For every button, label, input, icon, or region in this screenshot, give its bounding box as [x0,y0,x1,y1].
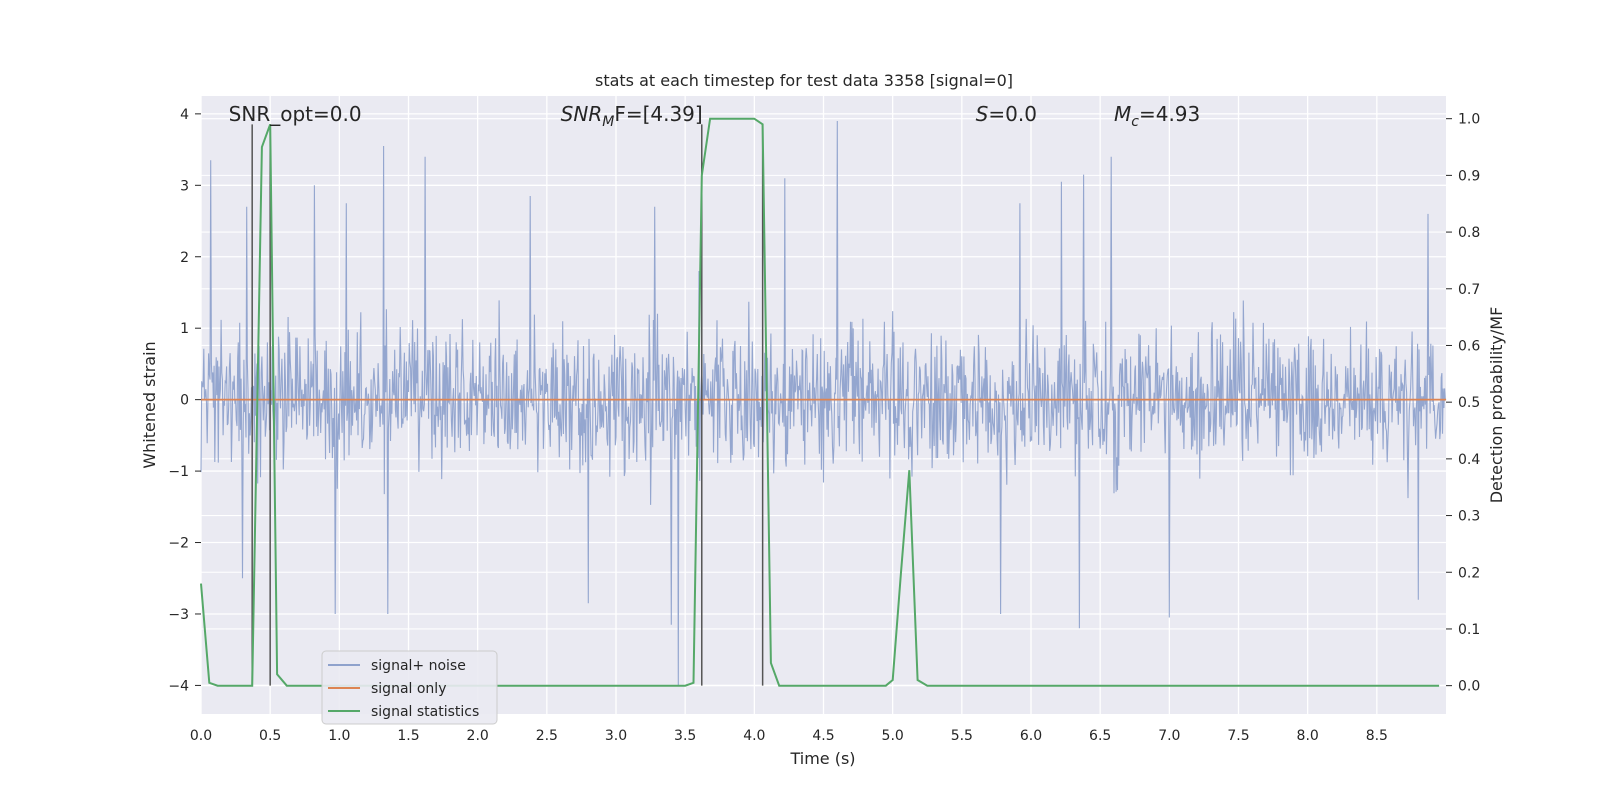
right-y-tick-label: 0.0 [1458,679,1480,695]
left-y-tick-label: 2 [180,250,189,266]
x-tick-label: 4.5 [812,728,834,744]
annotation-2: SNRMF=[4.39] [561,102,703,130]
left-y-axis-label: Whitened strain [140,341,159,468]
right-y-tick-label: 0.4 [1458,452,1480,468]
left-y-tick-label: −3 [168,607,189,623]
left-y-tick-label: 0 [180,393,189,409]
x-tick-label: 8.0 [1297,728,1319,744]
x-tick-label: 1.5 [397,728,419,744]
x-axis-ticks: 0.0 0.5 1.0 1.5 2.0 2.5 3.0 3.5 4.0 4.5 5.0 5.5 6.0 6… [190,728,1388,744]
x-tick-label: 5.5 [951,728,973,744]
x-tick-label: 1.0 [328,728,350,744]
right-y-tick-label: 0.2 [1458,565,1480,581]
legend-box [321,650,498,725]
legend-label: signal+ noise [371,658,466,674]
x-tick-label: 6.0 [1020,728,1042,744]
x-tick-label: 8.5 [1366,728,1388,744]
left-y-tick-label: −4 [168,678,189,694]
signal-statistics-line [200,117,1440,687]
left-y-tick-label: 3 [180,178,189,194]
right-y-tick-label: 0.9 [1458,168,1480,184]
annotation-1: SNR_opt=0.0 [229,102,362,126]
left-y-tick-label: 4 [180,107,189,123]
legend: signal+ noise signal only signal statistic… [321,650,498,725]
right-y-tick-label: 1.0 [1458,112,1480,128]
x-tick-label: 2.5 [536,728,558,744]
right-y-axis-ticks: 0.0 0.1 0.2 0.3 0.4 0.5 0.6 0.7 0.8 0.9 1.0 [1446,112,1480,695]
right-y-tick-label: 0.1 [1458,622,1480,638]
x-tick-label: 5.0 [882,728,904,744]
series-signal-plus-noise [200,120,1447,686]
x-tick-label: 7.5 [1227,728,1249,744]
x-tick-label: 3.5 [674,728,696,744]
x-tick-label: 3.0 [605,728,627,744]
series-signal-statistics [200,117,1440,687]
left-y-tick-label: −2 [168,536,189,552]
annotations: SNR_opt=0.0 SNRMF=[4.39] S=0.0 Mc=4.93 [229,102,1201,130]
annotation-3: S=0.0 [976,102,1037,126]
legend-label: signal only [371,681,446,697]
right-y-tick-label: 0.3 [1458,509,1480,525]
x-tick-label: 0.5 [259,728,281,744]
noise-trace [200,120,1447,686]
left-y-tick-label: −1 [168,464,189,480]
right-y-tick-label: 0.7 [1458,282,1480,298]
left-y-axis-ticks: −4 −3 −2 −1 0 1 2 3 4 [168,107,201,694]
right-y-tick-label: 0.8 [1458,225,1480,241]
x-tick-label: 0.0 [190,728,212,744]
right-y-tick-label: 0.5 [1458,395,1480,411]
x-tick-label: 2.0 [467,728,489,744]
right-y-axis-label: Detection probability/MF [1487,307,1506,504]
x-axis-label: Time (s) [789,749,855,768]
x-tick-label: 7.0 [1158,728,1180,744]
left-y-tick-label: 1 [180,321,189,337]
legend-label: signal statistics [371,704,479,720]
x-tick-label: 4.0 [743,728,765,744]
chart-title: stats at each timestep for test data 335… [595,71,1013,90]
annotation-4: Mc=4.93 [1114,102,1200,130]
right-y-tick-label: 0.6 [1458,338,1480,354]
x-tick-label: 6.5 [1089,728,1111,744]
